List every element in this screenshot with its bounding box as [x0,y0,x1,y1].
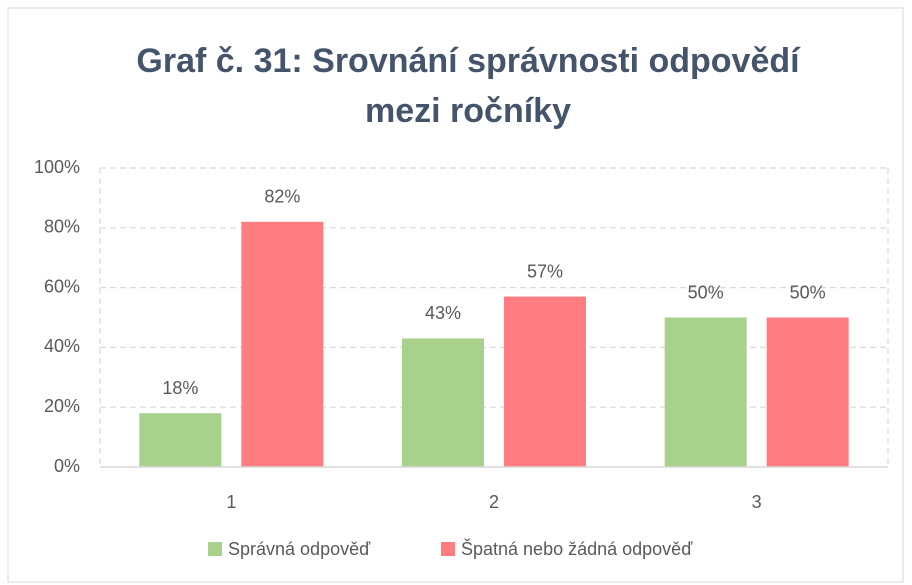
x-tick-label: 1 [226,492,236,512]
bar [664,317,747,467]
data-label: 50% [688,282,724,302]
x-tick-label: 2 [489,492,499,512]
y-tick-label: 40% [44,336,80,356]
data-label: 43% [425,303,461,323]
legend-label: Správná odpověď [228,539,371,559]
chart-title: Graf č. 31: Srovnání správnosti odpovědí… [136,42,800,130]
data-label: 18% [162,378,198,398]
data-label: 82% [264,187,300,207]
legend-label: Špatná nebo žádná odpověď [461,538,693,559]
y-tick-label: 20% [44,396,80,416]
y-tick-label: 60% [44,276,80,296]
data-label: 57% [527,261,563,281]
legend-swatch [208,542,222,556]
y-tick-label: 100% [34,157,80,177]
bar [402,338,484,467]
y-tick-label: 0% [54,456,80,476]
bar [139,413,222,467]
legend-swatch [441,542,455,556]
x-tick-label: 3 [752,492,762,512]
data-label: 50% [790,282,826,302]
bar [766,317,849,467]
bar [241,221,324,467]
y-tick-label: 80% [44,217,80,237]
chart-border [7,7,904,583]
bar [504,296,586,467]
